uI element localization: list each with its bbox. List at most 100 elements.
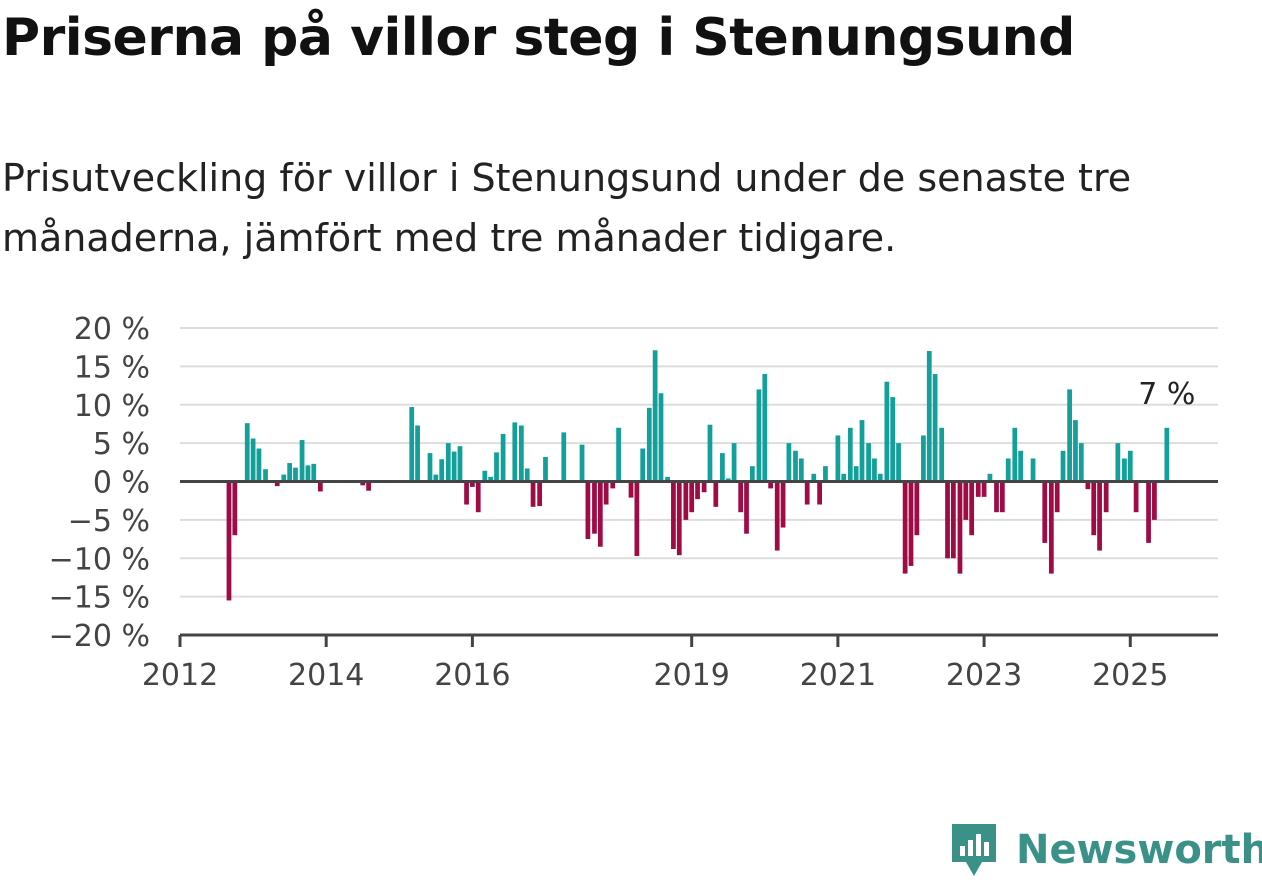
x-axis-labels: 2012 2014 2016 2019 2021 2023 2025 — [142, 658, 1169, 693]
bar — [305, 465, 311, 482]
bar — [1091, 481, 1097, 536]
bar — [671, 481, 676, 550]
bar — [494, 452, 499, 482]
bar — [969, 481, 975, 536]
bar — [859, 420, 865, 482]
bar — [707, 424, 713, 482]
bar — [579, 444, 585, 482]
bar — [804, 481, 810, 505]
x-tick-label: 2019 — [654, 658, 730, 693]
bar — [1122, 458, 1127, 482]
bar — [720, 453, 725, 482]
bar — [470, 481, 475, 487]
bar — [963, 481, 969, 520]
y-axis-labels: 20 %15 % 10 %5 % 0 %−5 %−10 % −15 %−20 % — [49, 312, 150, 654]
bar-chart: 20 %15 % 10 %5 % 0 %−5 %−10 % −15 %−20 % 20… — [49, 312, 1218, 693]
x-tick-label: 2016 — [434, 658, 510, 693]
bar — [689, 481, 695, 513]
bar — [1103, 481, 1109, 513]
bar — [1133, 481, 1139, 513]
bar — [263, 469, 268, 482]
bar — [610, 481, 616, 489]
bar — [786, 443, 792, 482]
bar — [1152, 481, 1157, 520]
bar — [366, 481, 371, 491]
bar — [853, 466, 859, 482]
bar — [975, 481, 981, 497]
bar — [530, 481, 536, 507]
bar — [902, 481, 908, 574]
bar — [725, 478, 731, 482]
y-tick-label: 15 % — [74, 350, 150, 385]
bar — [926, 351, 932, 482]
bar — [616, 427, 621, 482]
bar — [451, 451, 457, 482]
y-tick-label: 0 % — [93, 466, 150, 501]
bar — [640, 448, 646, 482]
bar — [652, 350, 658, 482]
newsworthy-logo-icon — [952, 824, 996, 876]
bar — [823, 466, 828, 482]
bar — [457, 446, 463, 482]
bar — [847, 427, 853, 482]
bar — [464, 481, 469, 505]
bar — [994, 481, 999, 513]
bar — [274, 481, 280, 487]
x-tick-label: 2014 — [288, 658, 364, 693]
bar — [518, 425, 524, 482]
bar — [1078, 443, 1084, 482]
bar — [256, 448, 262, 482]
bar — [877, 473, 883, 482]
bar — [1048, 481, 1054, 574]
bar — [866, 443, 871, 482]
brand-name: Newsworthy — [1016, 827, 1262, 873]
bar — [311, 463, 317, 482]
bar — [232, 481, 238, 536]
y-tick-label: 5 % — [93, 427, 150, 462]
bar — [835, 435, 841, 482]
bar — [1085, 481, 1091, 490]
y-tick-label: 10 % — [74, 389, 150, 424]
bar — [592, 481, 597, 534]
bar — [921, 435, 926, 482]
bar — [299, 440, 305, 482]
bar — [738, 481, 744, 513]
bar — [756, 389, 762, 482]
bar — [908, 481, 914, 566]
bar — [585, 481, 591, 540]
bar — [445, 443, 451, 482]
bar — [317, 481, 323, 492]
bar — [427, 453, 433, 482]
bar — [793, 450, 798, 482]
bar — [768, 481, 774, 489]
bar — [744, 481, 749, 534]
y-tick-label: 20 % — [74, 312, 150, 347]
bar — [695, 481, 700, 500]
bar — [439, 459, 445, 482]
grid-lines — [180, 327, 1218, 598]
x-tick-label: 2021 — [800, 658, 876, 693]
brand-logo: Newsworthy — [948, 818, 1262, 882]
bar — [713, 481, 719, 507]
bar — [360, 481, 366, 486]
x-tick-label: 2023 — [946, 658, 1022, 693]
bar — [890, 397, 896, 482]
bar — [749, 466, 755, 482]
y-tick-label: −20 % — [49, 619, 150, 654]
bar — [798, 458, 804, 482]
bar — [731, 443, 737, 482]
bar — [1073, 420, 1078, 482]
bar — [1005, 458, 1011, 482]
bar — [433, 474, 439, 482]
chart-subtitle: Prisutveckling för villor i Stenungsund … — [2, 156, 1132, 260]
bar — [500, 433, 506, 482]
bar — [226, 481, 232, 601]
bar — [683, 481, 689, 520]
bars — [226, 350, 1170, 601]
bar — [543, 456, 548, 482]
bar — [293, 467, 298, 482]
bar — [1054, 481, 1060, 513]
bar — [628, 481, 634, 498]
bar — [415, 425, 420, 482]
bar — [762, 374, 768, 482]
